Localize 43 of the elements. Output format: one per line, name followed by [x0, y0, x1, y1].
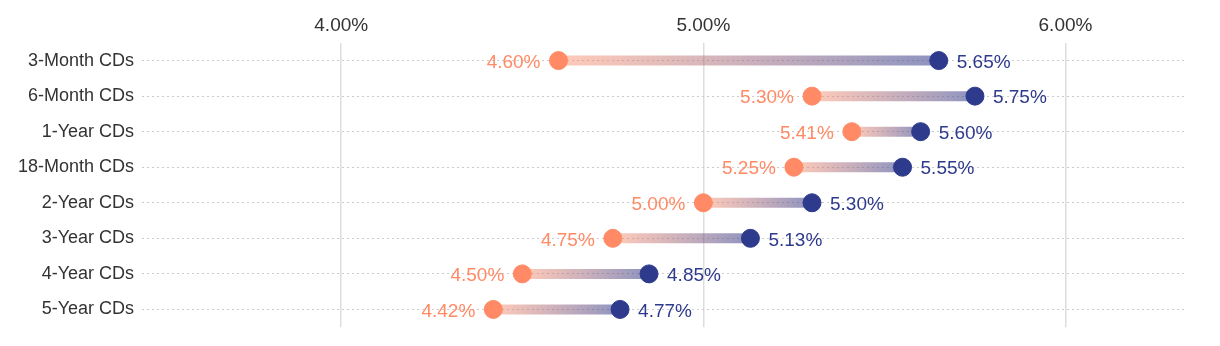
point	[549, 51, 568, 71]
y-tick-label: 4-Year CDs	[41, 262, 135, 283]
point	[929, 51, 949, 71]
data-label: 5.30%	[830, 193, 884, 215]
x-tick-label: 5.00%	[676, 13, 731, 35]
data-label: 5.00%	[631, 193, 686, 215]
point	[842, 122, 862, 142]
point	[512, 264, 532, 284]
point	[610, 299, 630, 319]
point	[911, 122, 931, 142]
data-label: 5.13%	[768, 228, 823, 250]
y-tick-label: 18-Month CDs	[18, 156, 135, 177]
data-label: 4.85%	[667, 264, 722, 286]
y-tick-label: 3-Month CDs	[28, 49, 135, 70]
data-label: 5.60%	[938, 121, 993, 143]
y-tick-label: 3-Year CDs	[41, 227, 135, 248]
data-label: 5.75%	[992, 86, 1047, 108]
data-label: 4.42%	[421, 299, 476, 321]
point	[802, 193, 822, 213]
y-tick-label: 2-Year CDs	[41, 191, 135, 212]
y-tick-label: 6-Month CDs	[28, 85, 135, 106]
point	[603, 228, 623, 248]
point	[784, 157, 804, 177]
point	[740, 228, 760, 248]
x-tick-label: 4.00%	[314, 13, 369, 35]
data-label: 5.65%	[956, 50, 1011, 72]
y-tick-label: 1-Year CDs	[41, 120, 135, 141]
data-label: 5.30%	[740, 86, 795, 108]
point	[483, 299, 503, 319]
point	[639, 264, 659, 284]
data-label: 5.25%	[722, 157, 776, 179]
data-label: 5.41%	[779, 121, 834, 143]
point	[965, 86, 985, 106]
data-label: 4.77%	[638, 299, 693, 321]
data-label: 5.55%	[920, 157, 975, 179]
data-label: 4.75%	[540, 228, 595, 250]
point	[802, 86, 822, 106]
point	[893, 157, 913, 177]
x-tick-label: 6.00%	[1038, 13, 1093, 35]
data-label: 4.60%	[486, 50, 541, 72]
point	[693, 193, 713, 213]
y-tick-label: 5-Year CDs	[41, 298, 135, 319]
data-label: 4.50%	[450, 264, 505, 286]
